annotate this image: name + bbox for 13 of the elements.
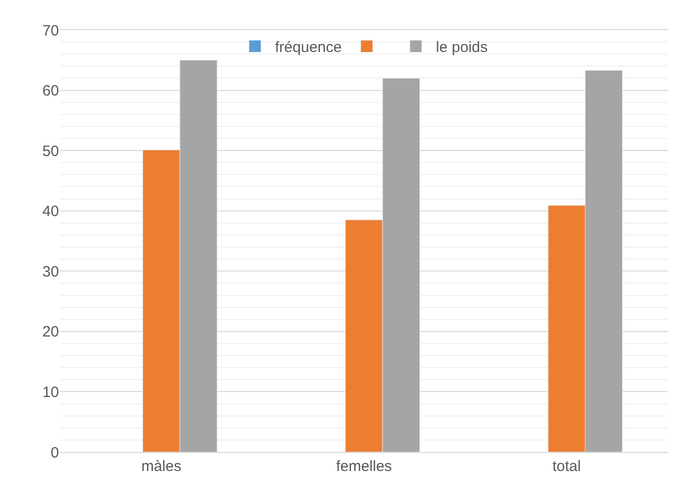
y-tick-label: 0	[50, 444, 59, 462]
y-tick-label: 20	[42, 324, 59, 341]
y-tick-label: 60	[42, 82, 59, 100]
x-tick-label: total	[552, 458, 581, 475]
x-tick-label: màles	[141, 458, 182, 475]
y-tick-label: 50	[42, 142, 59, 160]
legend-label: le poids	[436, 39, 488, 56]
legend-label: fréquence	[275, 39, 342, 56]
y-tick-label: 30	[42, 263, 59, 280]
y-tick-label: 40	[42, 203, 59, 220]
y-tick-label: 70	[42, 22, 59, 40]
y-tick-label: 10	[42, 384, 59, 401]
x-tick-label: femelles	[336, 458, 392, 475]
